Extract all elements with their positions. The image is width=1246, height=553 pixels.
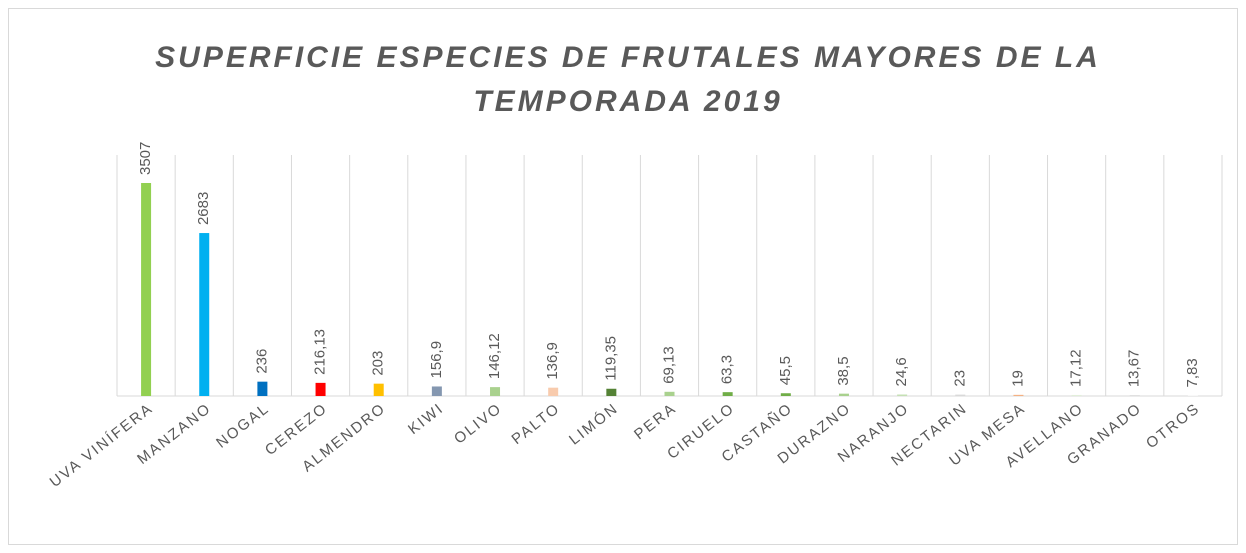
bar bbox=[199, 233, 210, 396]
value-label: 3507 bbox=[137, 142, 154, 175]
bar bbox=[141, 183, 152, 396]
bar bbox=[1129, 395, 1140, 396]
x-tick-label: UVA VINÍFERA bbox=[47, 400, 157, 491]
value-label: 13,67 bbox=[1126, 350, 1143, 388]
value-label: 146,12 bbox=[486, 333, 503, 379]
bar bbox=[897, 394, 908, 396]
value-label: 63,3 bbox=[719, 355, 736, 384]
value-label: 23 bbox=[951, 370, 968, 387]
bar bbox=[548, 387, 559, 396]
value-label: 24,6 bbox=[893, 357, 910, 386]
value-label: 19 bbox=[1009, 370, 1026, 387]
x-tick-label: OLIVO bbox=[451, 400, 505, 448]
chart-title: SUPERFICIE ESPECIES DE FRUTALES MAYORES … bbox=[155, 41, 1101, 118]
bar bbox=[664, 391, 675, 396]
value-label: 136,9 bbox=[544, 342, 561, 380]
x-tick-label: OTROS bbox=[1143, 400, 1203, 452]
value-label: 69,13 bbox=[660, 346, 677, 384]
bar bbox=[373, 383, 384, 396]
value-label: 7,83 bbox=[1184, 358, 1201, 387]
bar bbox=[606, 388, 617, 396]
value-label: 38,5 bbox=[835, 356, 852, 385]
bar bbox=[257, 381, 268, 396]
value-label: 203 bbox=[370, 351, 387, 376]
x-tick-label: LIMÓN bbox=[566, 400, 622, 449]
x-tick-label: PALTO bbox=[509, 400, 564, 448]
bar bbox=[838, 393, 849, 396]
bar bbox=[1187, 395, 1198, 397]
value-label: 119,35 bbox=[602, 336, 619, 381]
bar bbox=[490, 387, 501, 396]
value-label: 236 bbox=[253, 349, 270, 374]
bar bbox=[1071, 394, 1082, 396]
bar bbox=[1013, 394, 1024, 396]
value-label: 216,13 bbox=[312, 329, 329, 375]
value-label: 2683 bbox=[195, 192, 212, 225]
bar bbox=[315, 382, 326, 396]
bar bbox=[780, 393, 791, 396]
x-tick-label: KIWI bbox=[405, 400, 447, 438]
chart-border bbox=[8, 8, 1238, 545]
bar bbox=[722, 392, 733, 396]
bar bbox=[955, 394, 966, 396]
value-label: 156,9 bbox=[428, 341, 445, 379]
x-tick-label: PERA bbox=[631, 400, 680, 443]
value-label: 45,5 bbox=[777, 356, 794, 385]
value-label: 17,12 bbox=[1068, 349, 1085, 387]
bar bbox=[431, 386, 442, 396]
